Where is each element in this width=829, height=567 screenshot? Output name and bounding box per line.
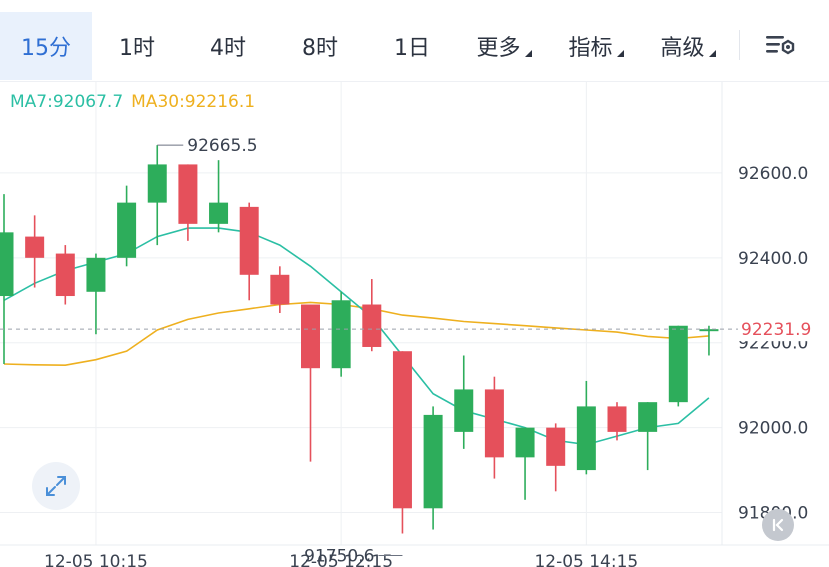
dropdown-caret-icon <box>708 49 716 57</box>
tab-label: 4时 <box>210 36 246 61</box>
dropdown-caret-icon <box>616 49 624 57</box>
candle-down <box>301 304 320 369</box>
scroll-to-latest-button[interactable] <box>762 509 794 541</box>
candle-down <box>25 236 45 258</box>
candle-up <box>86 257 106 292</box>
expand-arrows-icon <box>46 476 66 496</box>
fullscreen-button[interactable] <box>32 462 80 510</box>
candle-up <box>638 402 658 432</box>
candle-down <box>362 304 382 347</box>
candle-down <box>55 253 75 297</box>
ma-legend: MA7:92067.7 MA30:92216.1 <box>10 92 263 112</box>
y-tick-label: 92600.0 <box>738 164 808 184</box>
candle-up <box>0 232 14 297</box>
candle-down <box>546 427 566 466</box>
ma30-line <box>3 301 709 367</box>
candle-up <box>515 427 535 458</box>
candle-up <box>699 329 719 332</box>
tab-indicators[interactable]: 指标 <box>550 12 642 80</box>
dropdown-caret-icon <box>524 49 532 57</box>
candle-down <box>484 389 504 458</box>
x-tick-label: 12-05 10:15 <box>44 552 148 567</box>
ma7-label: MA7:92067.7 <box>10 92 124 112</box>
x-tick-label: 12-05 12:15 <box>289 552 393 567</box>
tab-8h[interactable]: 8时 <box>274 12 366 80</box>
candle-up <box>209 202 229 224</box>
tab-15m[interactable]: 15分 <box>0 12 92 80</box>
x-tick-label: 12-05 14:15 <box>534 552 638 567</box>
tab-label: 1时 <box>119 36 155 61</box>
tab-label: 高级 <box>660 36 705 61</box>
chart-settings-icon[interactable] <box>762 28 798 62</box>
y-tick-label: 92400.0 <box>738 249 808 269</box>
candle-up <box>117 202 137 258</box>
timeframe-tabbar: 15分 1时 4时 8时 1日 更多 指标 高级 <box>0 0 829 82</box>
scroll-to-latest-icon <box>772 518 784 532</box>
tab-more[interactable]: 更多 <box>458 12 550 80</box>
candle-up <box>668 325 688 403</box>
y-tick-label: 92000.0 <box>738 419 808 439</box>
tab-1d[interactable]: 1日 <box>366 12 458 80</box>
candle-up <box>423 414 443 509</box>
candle-up <box>454 389 474 432</box>
candle-down <box>178 164 198 224</box>
tab-advanced[interactable]: 高级 <box>642 12 734 80</box>
current-price-label: 92231.9 <box>741 320 811 340</box>
ma30-label: MA30:92216.1 <box>131 92 256 112</box>
tab-label: 8时 <box>302 36 338 61</box>
candle-up <box>331 300 351 369</box>
candle-down <box>392 351 412 509</box>
tab-label: 更多 <box>476 36 521 61</box>
tab-label: 1日 <box>394 36 430 61</box>
candlestick-chart[interactable]: 92600.092400.092200.092000.091800.012-05… <box>0 82 829 567</box>
candle-down <box>607 406 627 432</box>
current-price-bg <box>738 317 826 342</box>
tab-1h[interactable]: 1时 <box>92 12 182 80</box>
ma7-line <box>3 227 710 446</box>
low-annotation-label: 91750.6 <box>304 547 374 567</box>
tab-divider <box>739 30 740 60</box>
tab-label: 15分 <box>21 36 71 61</box>
candle-up <box>147 164 167 203</box>
candle-down <box>270 274 290 305</box>
tab-4h[interactable]: 4时 <box>182 12 274 80</box>
tab-label: 指标 <box>568 36 613 61</box>
high-annotation-label: 92665.5 <box>187 136 257 156</box>
candle-up <box>576 406 596 471</box>
candle-down <box>239 206 259 275</box>
